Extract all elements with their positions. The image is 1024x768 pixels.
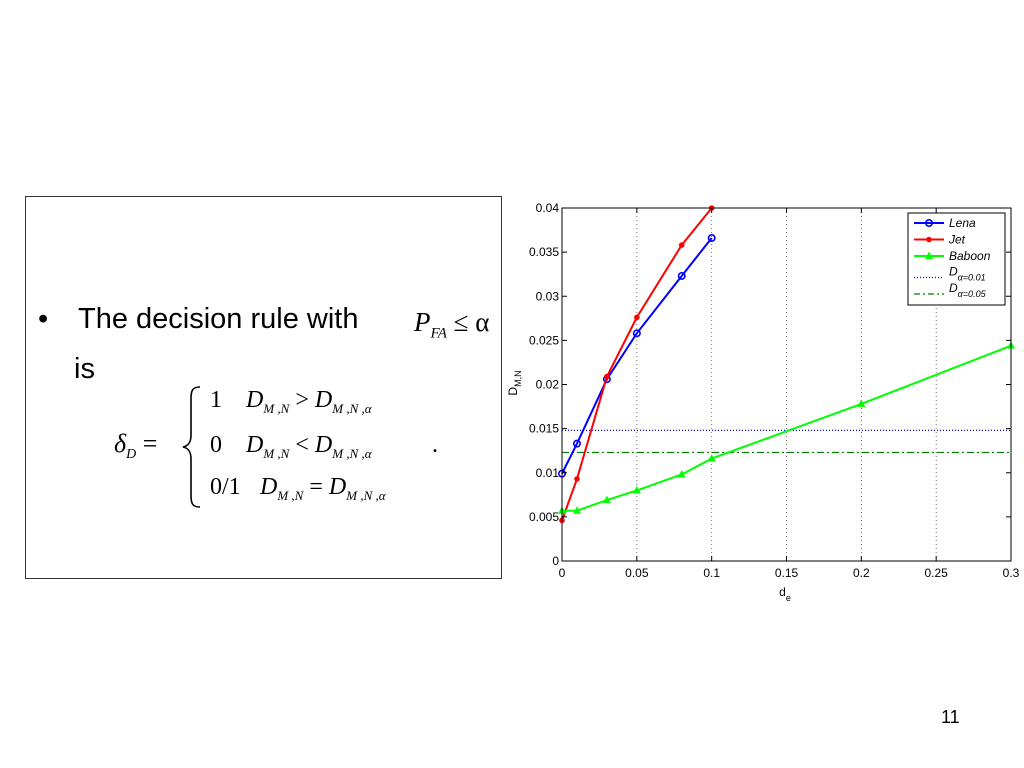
series-line-baboon: [562, 344, 1012, 512]
y-tick-label: 0.025: [529, 333, 559, 347]
left-brace: [182, 386, 201, 508]
case-rhs: D: [314, 387, 333, 413]
legend-marker: [926, 236, 932, 243]
data-point: [574, 476, 580, 482]
pfa-relation: ≤ α: [453, 307, 490, 337]
x-axis-label: de: [779, 585, 791, 603]
data-point: [604, 373, 610, 380]
data-point: [572, 439, 581, 448]
case-row-2: 0 DM ,N < DM ,N ,α: [210, 432, 372, 462]
case-lhs-sub: M ,N: [277, 487, 304, 503]
data-point: [602, 495, 611, 504]
case-lhs-sub: M ,N: [263, 400, 290, 416]
pfa-expression: PFA ≤ α: [414, 307, 489, 342]
case-rhs: D: [314, 432, 333, 458]
case-lhs: D: [246, 432, 264, 458]
legend-marker: [924, 219, 933, 228]
case-row-3: 0/1 DM ,N = DM ,N ,α: [210, 474, 386, 504]
formula-period: .: [432, 432, 438, 458]
page-number: 11: [941, 707, 960, 727]
data-point: [572, 506, 581, 514]
decision-formula: δD = 1 DM ,N > DM ,N ,α 0 DM ,N < DM ,N ,α…: [106, 385, 466, 510]
case-value: 0/1: [210, 474, 241, 500]
legend-marker: [925, 251, 933, 259]
case-operator: >: [295, 387, 309, 413]
case-operator: =: [309, 474, 323, 500]
y-tick-label: 0.005: [529, 510, 559, 524]
x-tick-label: 0.1: [703, 566, 720, 580]
data-point: [707, 234, 716, 243]
delta-symbol: δ: [114, 429, 127, 458]
bullet-line: • The decision rule with: [34, 303, 358, 336]
y-tick-label: 0: [552, 554, 559, 568]
x-tick-labels: 0 0.05 0.1 0.15 0.2 0.25 0.3: [559, 566, 1020, 580]
axis-ticks: [561, 207, 1012, 562]
legend-label: Lena: [949, 216, 976, 230]
series-lena: [557, 234, 716, 478]
y-tick-label: 0.01: [536, 466, 560, 480]
series-baboon: [558, 341, 1015, 514]
legend-item: Baboon: [914, 249, 991, 263]
legend-item: Lena: [914, 216, 976, 230]
bullet-symbol: •: [38, 303, 49, 335]
bullet-text: The decision rule with: [78, 303, 359, 335]
y-axis-label: DM,N: [506, 370, 523, 395]
decision-rule-textbox: • The decision rule with PFA ≤ α is δD = …: [25, 196, 502, 579]
data-point: [632, 329, 641, 338]
y-tick-label: 0.04: [536, 201, 560, 215]
case-value: 0: [210, 432, 222, 458]
x-tick-label: 0.25: [924, 566, 948, 580]
pfa-symbol: P: [414, 307, 431, 337]
case-rhs-sub: M ,N ,α: [332, 445, 372, 461]
case-lhs: D: [260, 474, 278, 500]
data-point: [677, 470, 686, 478]
y-tick-label: 0.035: [529, 245, 559, 259]
formula-lhs: δD =: [114, 429, 157, 463]
x-tick-label: 0.2: [853, 566, 870, 580]
data-point: [678, 242, 685, 248]
legend-label-sub: α=0.05: [958, 289, 987, 299]
case-lhs-sub: M ,N: [263, 445, 290, 461]
equals-sign: =: [142, 429, 158, 458]
data-series: [557, 205, 1015, 524]
data-point: [634, 314, 640, 321]
case-value: 1: [210, 387, 222, 413]
series-line-jet: [561, 207, 713, 521]
x-tick-label: 0.3: [1003, 566, 1020, 580]
legend-box: [907, 212, 1006, 306]
series-line-lena: [561, 237, 713, 475]
threshold-lines: [562, 429, 1011, 454]
legend-item: Jet: [914, 233, 966, 247]
data-point: [677, 271, 686, 280]
x-tick-label: 0.05: [625, 566, 649, 580]
x-tick-label: 0: [559, 566, 566, 580]
data-point: [632, 485, 641, 494]
y-tick-label: 0.02: [536, 378, 560, 392]
legend-label: Jet: [948, 233, 966, 247]
pfa-subscript: FA: [430, 325, 447, 342]
legend-label: Baboon: [949, 249, 991, 263]
y-tick-labels: 0 0.005 0.01 0.015 0.02 0.025 0.03 0.035 0.04: [529, 201, 559, 568]
continuation-text: is: [74, 353, 95, 385]
y-tick-label: 0.015: [529, 422, 559, 436]
data-point: [707, 454, 716, 462]
delta-subscript: D: [126, 447, 137, 463]
case-lhs: D: [246, 387, 264, 413]
legend-label-sub: α=0.01: [958, 273, 986, 283]
case-rhs-sub: M ,N ,α: [332, 400, 372, 416]
series-jet: [559, 205, 715, 524]
x-tick-label: 0.15: [775, 566, 799, 580]
case-row-1: 1 DM ,N > DM ,N ,α: [210, 387, 372, 417]
data-point: [857, 399, 866, 407]
y-tick-label: 0.03: [536, 289, 560, 303]
case-rhs: D: [328, 474, 347, 500]
case-operator: <: [295, 432, 309, 458]
grid-lines: [636, 208, 937, 561]
case-rhs-sub: M ,N ,α: [346, 487, 386, 503]
